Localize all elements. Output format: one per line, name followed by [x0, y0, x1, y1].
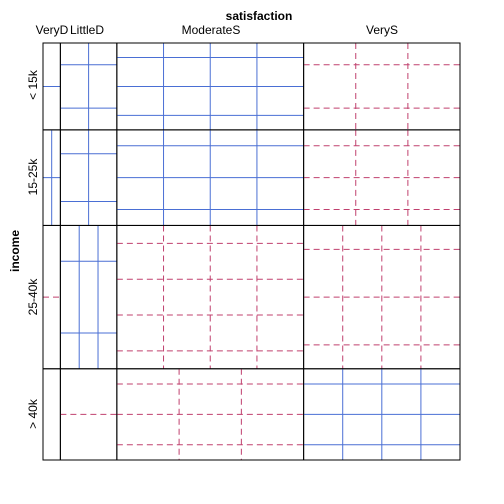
mosaic-cell: [304, 43, 460, 130]
mosaic-cell: [60, 225, 116, 368]
mosaic-cell: [43, 225, 60, 368]
x-axis-title: satisfaction: [226, 9, 293, 23]
mosaic-cell: [304, 130, 460, 226]
y-level-labels: < 15k 15-25k 25-40k > 40k: [26, 69, 40, 429]
mosaic-cell: [117, 369, 304, 460]
mosaic-tile: [60, 225, 116, 368]
mosaic-cell: [43, 43, 60, 130]
y-level-label-15-25k: 15-25k: [26, 158, 40, 196]
mosaic-cell: [117, 225, 304, 368]
x-level-label-moderates: ModerateS: [182, 23, 241, 37]
mosaic-cells: [43, 43, 460, 460]
mosaic-cell: [60, 43, 116, 130]
mosaic-cell: [304, 225, 460, 368]
y-level-label-lt15k: < 15k: [26, 69, 40, 100]
x-level-label-littled: LittleD: [70, 23, 104, 37]
x-level-label-veryd: VeryD: [36, 23, 69, 37]
x-level-label-verys: VeryS: [366, 23, 398, 37]
mosaic-tile: [304, 43, 460, 130]
mosaic-cell: [43, 130, 60, 226]
y-level-label-gt40k: > 40k: [26, 398, 40, 429]
mosaic-cell: [60, 130, 116, 226]
y-axis-title: income: [8, 230, 22, 272]
mosaic-cell: [117, 130, 304, 226]
mosaic-cell: [304, 369, 460, 460]
y-level-label-25-40k: 25-40k: [26, 278, 40, 316]
mosaic-tile: [60, 369, 116, 460]
x-level-labels: VeryD LittleD ModerateS VeryS: [36, 23, 398, 37]
mosaic-cell: [43, 369, 60, 460]
mosaic-cell: [117, 43, 304, 130]
mosaic-cell: [60, 369, 116, 460]
mosaic-tile: [43, 369, 60, 460]
